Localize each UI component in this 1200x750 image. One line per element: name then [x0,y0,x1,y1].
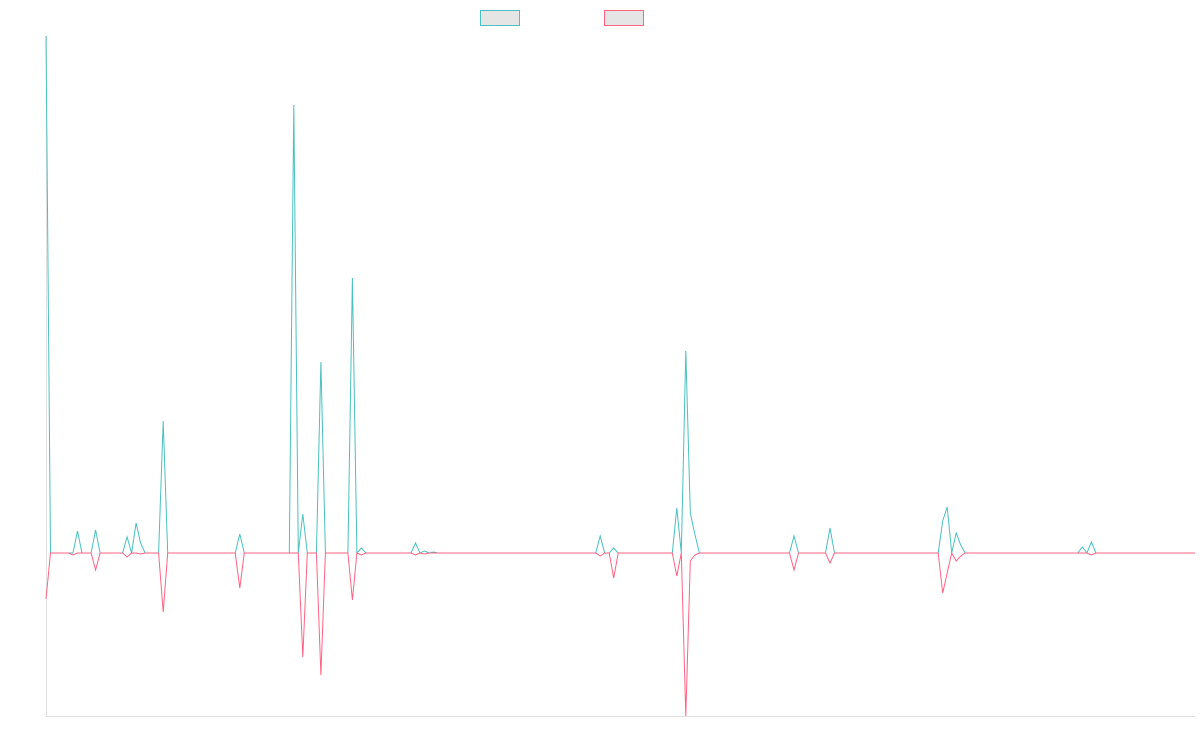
series-line-1 [45,35,1195,555]
legend-swatch-series-2[interactable] [604,10,644,26]
series-line-2 [45,551,1195,717]
series-layer [45,35,1195,717]
legend-swatch-series-1[interactable] [480,10,520,26]
